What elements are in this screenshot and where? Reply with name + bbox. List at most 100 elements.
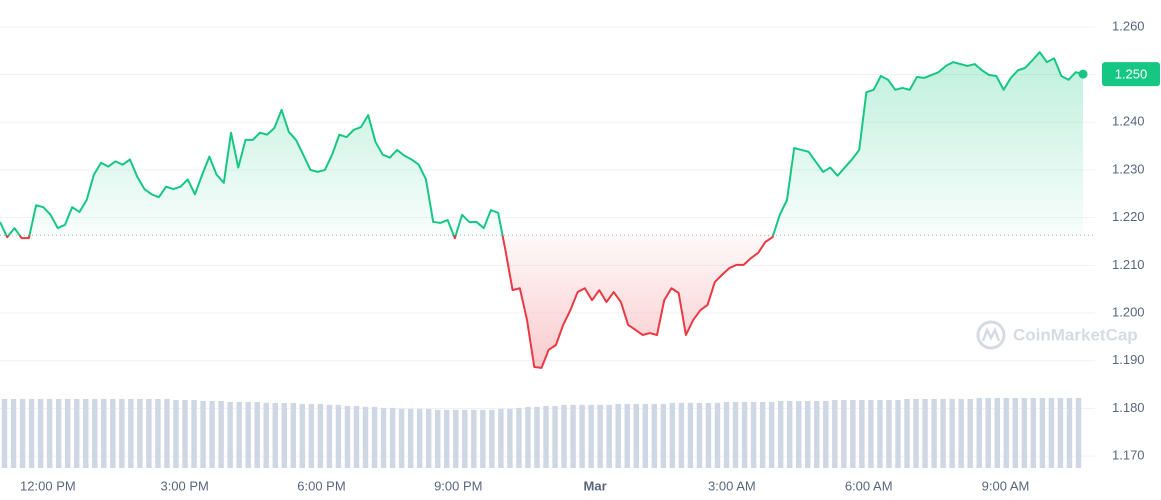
volume-bar <box>1048 398 1055 468</box>
volume-bar <box>669 402 676 468</box>
volume-bar <box>272 402 278 468</box>
y-tick-label: 1.190 <box>1112 352 1145 367</box>
volume-bar <box>191 399 197 468</box>
volume-bar <box>489 409 495 468</box>
volume-bar <box>597 404 603 468</box>
volume-bar <box>425 408 432 468</box>
volume-bar <box>326 404 333 468</box>
volume-bar <box>83 398 89 468</box>
volume-bar <box>1039 398 1046 468</box>
volume-bar <box>1057 398 1064 468</box>
watermark-text: CoinMarketCap <box>1013 325 1138 344</box>
volume-bar <box>940 398 946 468</box>
volume-bar <box>218 400 224 468</box>
price-label-box <box>1102 62 1160 87</box>
volume-bar <box>759 401 766 468</box>
volume-bar <box>119 398 125 468</box>
volume-bar <box>651 403 658 468</box>
volume-bar <box>155 398 161 468</box>
volume-bar <box>805 400 811 468</box>
volume-bar <box>714 402 721 468</box>
price-line <box>0 51 1084 369</box>
volume-bar <box>931 398 937 468</box>
x-tick-label: 3:00 PM <box>160 478 208 493</box>
volume-bar <box>471 409 477 468</box>
volume-bar <box>642 403 648 468</box>
volume-bar <box>895 399 901 468</box>
volume-bar <box>362 406 369 468</box>
volume-bar <box>128 398 134 468</box>
volume-bar <box>1003 398 1009 468</box>
volume-bar <box>200 400 206 468</box>
volume-bar <box>498 408 504 468</box>
volume-bar <box>353 405 360 468</box>
volume-bar <box>687 402 694 468</box>
volume-bar <box>579 404 585 468</box>
volume-bar <box>985 398 991 468</box>
volume-bar <box>64 398 71 468</box>
volume-bar <box>633 403 639 468</box>
volume-bar <box>886 399 892 468</box>
volume-bar <box>444 409 450 468</box>
last-point <box>1078 69 1088 79</box>
volume-bar <box>317 403 324 468</box>
volume-bar <box>543 405 549 468</box>
volume-bar <box>552 405 558 468</box>
volume-bar <box>371 406 378 468</box>
volume-bar <box>525 406 531 468</box>
volume-bar <box>28 398 35 468</box>
volume-bar <box>290 402 297 468</box>
volume-bar <box>814 400 820 468</box>
volume-bar <box>453 409 459 468</box>
volume-bar <box>209 400 215 468</box>
volume-bar <box>1021 398 1028 468</box>
volume-bar <box>823 400 829 468</box>
volume-bar <box>868 399 874 468</box>
volume-bar <box>696 402 703 468</box>
watermark-logo <box>976 320 1006 350</box>
volume-bar <box>516 407 522 468</box>
volume-bar <box>786 400 793 468</box>
volume-bar <box>110 398 116 468</box>
volume-bar <box>507 408 513 468</box>
volume-bar <box>308 403 315 468</box>
volume-bar <box>245 401 251 468</box>
volume-bar <box>137 398 143 468</box>
volume-bar <box>344 405 351 468</box>
y-tick-label: 1.170 <box>1112 448 1145 463</box>
y-tick-label: 1.220 <box>1112 209 1145 224</box>
volume-bar <box>624 403 630 468</box>
volume-bar <box>227 401 233 468</box>
volume-bar <box>949 398 955 468</box>
volume-bar <box>534 406 540 468</box>
volume-bar <box>976 398 982 468</box>
y-tick-label: 1.230 <box>1112 161 1145 176</box>
watermark: CoinMarketCap <box>976 320 1138 350</box>
volume-bar <box>101 398 107 468</box>
volume-bar <box>281 402 287 468</box>
volume-bar <box>750 401 757 468</box>
volume-bar <box>994 398 1000 468</box>
volume-bar <box>74 398 80 468</box>
volume-bar <box>768 401 775 468</box>
volume-bar <box>859 399 865 468</box>
volume-bar <box>92 398 98 468</box>
volume-bar <box>967 398 973 468</box>
volume-bar <box>299 403 306 468</box>
price-label: 1.250 <box>1115 67 1148 82</box>
volume-bar <box>146 398 152 468</box>
volume-bar <box>723 401 730 468</box>
volume-bar <box>777 400 784 468</box>
volume-bar <box>850 399 856 468</box>
y-tick-label: 1.200 <box>1112 304 1145 319</box>
volume-bar <box>561 404 567 468</box>
x-tick-label: 3:00 AM <box>708 478 756 493</box>
volume-bar <box>615 403 621 468</box>
volume-bar <box>462 409 468 468</box>
volume-bar <box>1030 398 1037 468</box>
watermark-logo-mark <box>981 326 1001 342</box>
volume-bar <box>741 401 748 468</box>
y-tick-label: 1.210 <box>1112 257 1145 272</box>
volume-bar <box>958 398 964 468</box>
